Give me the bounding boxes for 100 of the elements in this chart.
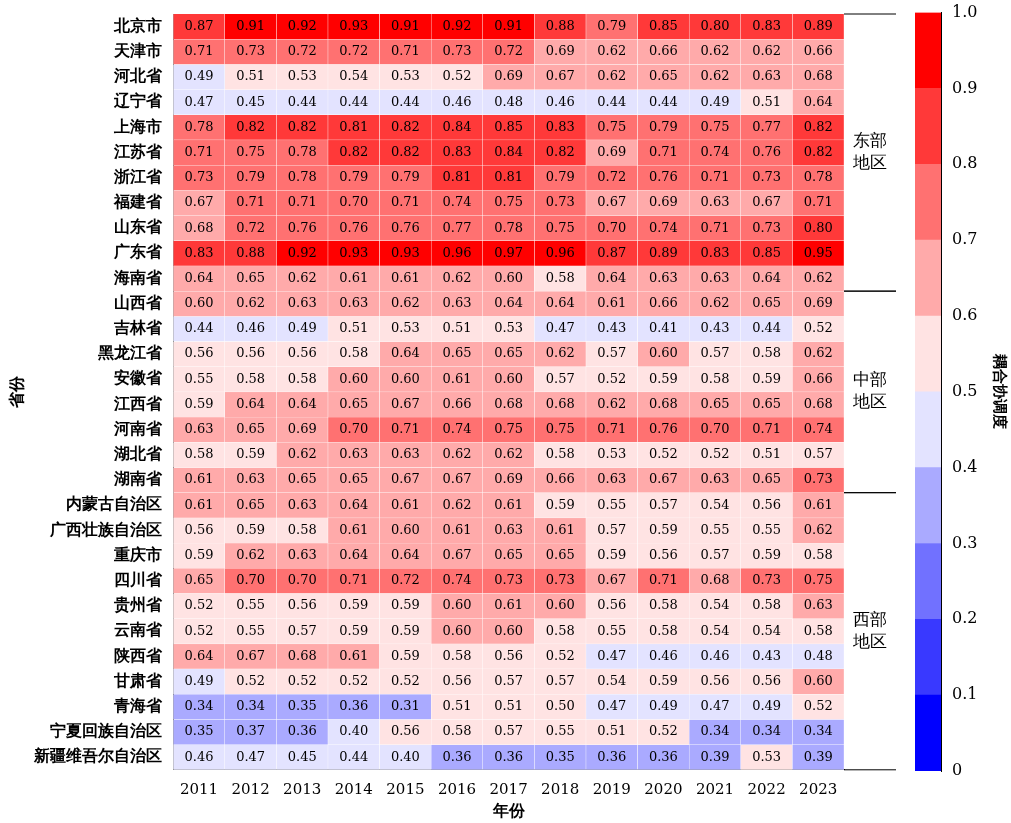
data-label: 0.52	[184, 622, 214, 638]
data-label: 0.82	[803, 143, 833, 159]
data-label: 0.58	[442, 647, 472, 663]
data-label: 0.49	[184, 673, 214, 688]
data-label: 0.55	[597, 496, 627, 512]
data-label: 0.59	[648, 673, 678, 688]
data-label: 0.64	[390, 345, 420, 361]
data-label: 0.75	[494, 194, 524, 210]
data-label: 0.56	[184, 521, 214, 537]
x-tick-label: 2016	[437, 779, 477, 798]
color-bar-label: 0.7	[952, 229, 978, 249]
data-label: 0.55	[700, 521, 730, 537]
data-label: 0.58	[648, 622, 678, 638]
data-label: 0.77	[442, 219, 472, 235]
data-label: 0.56	[752, 673, 782, 688]
data-label: 0.62	[700, 295, 730, 311]
data-label: 0.75	[494, 421, 524, 437]
data-label: 0.70	[597, 219, 627, 235]
data-label: 0.63	[390, 446, 420, 462]
data-label: 0.71	[184, 43, 214, 59]
data-label: 0.34	[803, 723, 833, 739]
data-label: 0.82	[803, 118, 833, 134]
data-label: 0.72	[390, 572, 420, 588]
data-label: 0.68	[700, 572, 730, 588]
data-label: 0.67	[545, 68, 575, 84]
data-label: 0.49	[184, 68, 214, 84]
data-label: 0.61	[442, 521, 472, 537]
data-label: 0.82	[545, 143, 575, 159]
data-label: 0.51	[442, 320, 472, 336]
data-label: 0.40	[339, 723, 369, 739]
data-label: 0.68	[184, 219, 214, 235]
text: 东部地区	[852, 129, 887, 172]
data-label: 0.71	[700, 169, 730, 185]
data-label: 0.46	[700, 647, 730, 663]
data-label: 0.71	[236, 194, 266, 210]
data-label: 0.66	[803, 43, 833, 59]
y-tick-label: 上海市	[113, 116, 163, 136]
data-label: 0.78	[803, 169, 833, 185]
data-label: 0.45	[236, 93, 266, 109]
data-label: 0.67	[390, 471, 420, 487]
data-label: 0.59	[339, 597, 369, 613]
data-label: 0.62	[803, 521, 833, 537]
color-bar-label: 0.4	[952, 456, 978, 476]
data-label: 0.55	[597, 622, 627, 638]
data-label: 0.61	[339, 521, 369, 537]
data-label: 0.71	[597, 421, 627, 437]
data-label: 0.58	[752, 345, 782, 361]
data-label: 0.67	[184, 194, 214, 210]
data-label: 0.56	[287, 597, 317, 613]
data-label: 0.54	[700, 496, 730, 512]
data-label: 0.78	[494, 219, 524, 235]
y-tick-label: 湖南省	[113, 469, 164, 489]
y-tick-label: 江西省	[113, 393, 164, 413]
data-label: 0.52	[339, 673, 369, 688]
x-tick-label: 2014	[334, 779, 373, 798]
data-label: 0.73	[545, 572, 575, 588]
data-label: 0.56	[236, 345, 266, 361]
data-label: 0.62	[236, 547, 266, 563]
data-label: 0.82	[287, 118, 317, 134]
data-label: 0.71	[390, 421, 420, 437]
data-label: 0.62	[597, 395, 627, 411]
data-label: 0.65	[494, 345, 524, 361]
data-label: 0.34	[700, 723, 730, 739]
data-label: 0.47	[545, 320, 575, 336]
data-label: 0.76	[287, 219, 317, 235]
data-label: 0.58	[287, 370, 317, 386]
data-label: 0.57	[287, 622, 317, 638]
data-label: 0.64	[184, 647, 214, 663]
data-label: 0.81	[442, 169, 472, 185]
color-bar-label: 1.0	[952, 1, 978, 21]
data-label: 0.87	[184, 17, 214, 33]
data-label: 0.36	[442, 748, 472, 764]
y-tick-label: 重庆市	[113, 544, 163, 564]
data-label: 0.65	[339, 395, 369, 411]
data-label: 0.62	[545, 345, 575, 361]
data-label: 0.92	[287, 244, 317, 260]
data-label: 0.67	[752, 194, 782, 210]
data-label: 0.52	[184, 597, 214, 613]
data-label: 0.62	[442, 496, 472, 512]
y-tick-label: 河南省	[113, 418, 164, 438]
data-label: 0.36	[597, 748, 627, 764]
data-label: 0.59	[752, 547, 782, 563]
data-label: 0.67	[597, 572, 627, 588]
data-label: 0.47	[700, 698, 730, 714]
color-bar-label: 0.6	[952, 305, 978, 325]
data-label: 0.62	[236, 295, 266, 311]
data-label: 0.34	[236, 698, 266, 714]
data-label: 0.68	[803, 68, 833, 84]
data-label: 0.67	[442, 471, 472, 487]
data-label: 0.92	[287, 17, 317, 33]
data-label: 0.62	[390, 295, 420, 311]
data-label: 0.57	[700, 547, 730, 563]
data-label: 0.70	[287, 572, 317, 588]
data-label: 0.66	[648, 43, 678, 59]
data-label: 0.73	[803, 471, 833, 487]
data-label: 0.63	[287, 547, 317, 563]
data-label: 0.92	[442, 17, 472, 33]
data-label: 0.46	[236, 320, 266, 336]
data-label: 0.56	[184, 345, 214, 361]
data-label: 0.69	[648, 194, 678, 210]
